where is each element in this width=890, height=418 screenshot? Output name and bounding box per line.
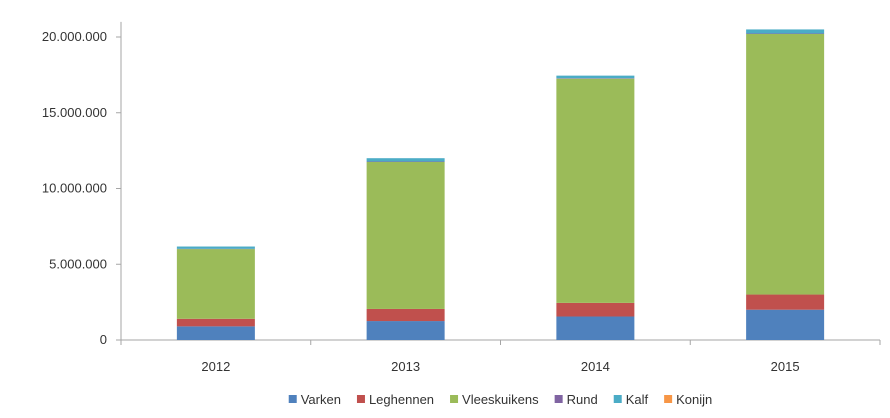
legend-swatch xyxy=(356,395,365,403)
legend-label: Konijn xyxy=(676,392,712,407)
bar-segment-vleeskuikens xyxy=(746,33,825,295)
y-tick-label: 5.000.000 xyxy=(49,256,107,271)
legend-label: Leghennen xyxy=(369,392,434,407)
bar-segment-kalf xyxy=(746,29,825,34)
bar-segment-kalf xyxy=(176,246,255,249)
legend-item-rund: Rund xyxy=(554,392,598,407)
legend-item-kalf: Kalf xyxy=(613,392,649,407)
bar-segment-varken xyxy=(176,326,255,340)
legend-label: Varken xyxy=(301,392,341,407)
bar-segment-leghennen xyxy=(556,302,635,317)
x-tick-label: 2015 xyxy=(771,359,800,374)
legend: Varken Leghennen Vleeskuikens Rund Kalf Konij… xyxy=(288,392,712,407)
bar-segment-vleeskuikens xyxy=(366,161,445,309)
legend-label: Kalf xyxy=(626,392,649,407)
legend-swatch xyxy=(450,395,459,403)
bar-segment-leghennen xyxy=(366,308,445,322)
legend-item-vleeskuikens: Vleeskuikens xyxy=(450,392,539,407)
x-tick-label: 2014 xyxy=(581,359,610,374)
bar-segment-kalf xyxy=(366,158,445,162)
tick-labels: 0 5.000.000 10.000.000 15.000.000 20.000.000… xyxy=(42,29,800,374)
legend-label: Vleeskuikens xyxy=(462,392,539,407)
bar-segment-varken xyxy=(556,316,635,340)
x-tick-label: 2012 xyxy=(201,359,230,374)
bar-segment-kalf xyxy=(556,75,635,79)
legend-swatch xyxy=(288,395,297,403)
bars xyxy=(176,29,825,340)
y-tick-label: 0 xyxy=(100,332,107,347)
y-tick-label: 20.000.000 xyxy=(42,29,107,44)
bar-segment-vleeskuikens xyxy=(556,78,635,303)
legend-swatch xyxy=(664,395,673,403)
x-tick-label: 2013 xyxy=(391,359,420,374)
bar-segment-leghennen xyxy=(176,318,255,327)
legend-item-konijn: Konijn xyxy=(664,392,712,407)
bar-segment-varken xyxy=(366,321,445,340)
legend-swatch xyxy=(554,395,563,403)
bar-segment-vleeskuikens xyxy=(176,249,255,319)
bar-segment-leghennen xyxy=(746,294,825,310)
legend-label: Rund xyxy=(567,392,598,407)
legend-item-varken: Varken xyxy=(288,392,341,407)
legend-item-leghennen: Leghennen xyxy=(356,392,434,407)
bar-segment-varken xyxy=(746,309,825,340)
y-tick-label: 15.000.000 xyxy=(42,105,107,120)
y-tick-label: 10.000.000 xyxy=(42,181,107,196)
legend-swatch xyxy=(613,395,622,403)
